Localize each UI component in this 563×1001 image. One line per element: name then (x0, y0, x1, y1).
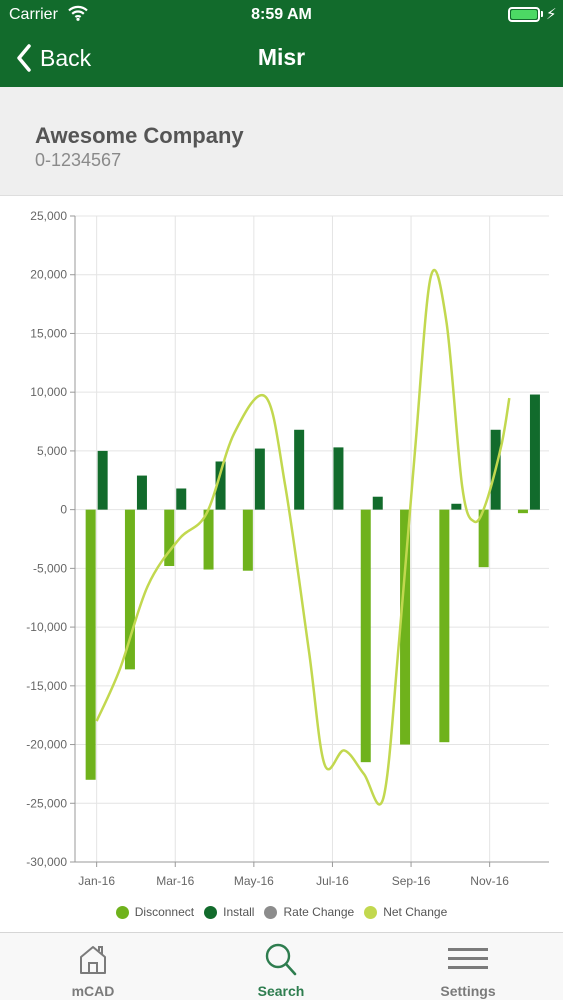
tab-search-label: Search (257, 983, 305, 999)
y-tick-label: 15,000 (30, 326, 67, 340)
y-tick-label: -5,000 (33, 561, 67, 575)
menu-icon (448, 948, 488, 969)
y-tick-label: -10,000 (26, 620, 67, 634)
install-bar (215, 461, 226, 510)
x-tick-label: May-16 (234, 874, 274, 888)
legend-swatch (264, 905, 278, 919)
disconnect-bar (360, 509, 371, 763)
install-bar (529, 394, 540, 510)
tab-bar: mCAD Search Settings (0, 932, 563, 1000)
disconnect-bar (124, 509, 135, 670)
y-tick-label: -30,000 (26, 855, 67, 869)
disconnect-bar (242, 509, 253, 571)
x-tick-label: Jul-16 (316, 874, 349, 888)
legend-swatch (364, 905, 378, 919)
legend-label: Rate Change (283, 905, 355, 919)
disconnect-bar (164, 509, 175, 567)
disconnect-bar (517, 509, 528, 514)
tab-settings-label: Settings (440, 983, 496, 999)
legend-label: Disconnect (134, 905, 195, 919)
legend-item: Disconnect (115, 905, 195, 919)
chart-svg: 25,000 20,000 15,000 10,000 5,000 0 -5,000 -10,… (26, 209, 549, 888)
y-tick-label: 20,000 (30, 268, 67, 282)
y-tick-label: 10,000 (30, 385, 67, 399)
install-bar (136, 475, 147, 510)
x-tick-label: Nov-16 (470, 874, 509, 888)
y-tick-label: 5,000 (37, 444, 67, 458)
back-button[interactable]: Back (16, 42, 91, 74)
install-bar (97, 450, 108, 510)
x-tick-label: Sep-16 (392, 874, 431, 888)
navigation-bar: Back Misr (0, 30, 563, 87)
disconnect-bar (400, 509, 411, 745)
x-tick-label: Jan-16 (78, 874, 115, 888)
disconnect-bar (439, 509, 450, 743)
status-time: 8:59 AM (251, 6, 312, 23)
charging-icon: ⚡ (546, 6, 557, 23)
page-title: Misr (257, 44, 306, 70)
install-bar (333, 447, 344, 510)
y-tick-label: -25,000 (26, 796, 67, 810)
tab-settings[interactable]: Settings (398, 933, 538, 1001)
chart-legend: Disconnect Install Rate Change Net Change (0, 902, 563, 922)
y-tick-label: 0 (60, 503, 67, 517)
legend-swatch (115, 905, 129, 919)
back-label: Back (40, 44, 92, 71)
install-bar (254, 448, 265, 510)
legend-item: Rate Change (264, 905, 354, 919)
x-tick-label: Mar-16 (156, 874, 194, 888)
disconnect-bar (85, 509, 96, 780)
net-change-line (95, 268, 511, 806)
install-bar (372, 496, 383, 510)
install-bar (294, 429, 305, 510)
legend-swatch (204, 905, 218, 919)
legend-label: Net Change (383, 905, 448, 919)
tab-mcad[interactable]: mCAD (23, 933, 163, 1001)
chevron-left-icon (17, 44, 31, 72)
battery-icon (508, 7, 540, 22)
company-header: Awesome Company 0-1234567 (0, 87, 563, 196)
legend-item: Install (204, 905, 254, 919)
status-bar: Carrier 8:59 AM ⚡ (0, 0, 563, 30)
home-icon (80, 946, 106, 974)
legend-label: Install (223, 905, 255, 919)
search-icon (265, 943, 297, 976)
account-number: 0-1234567 (35, 150, 122, 170)
net-change-chart: 25,000 20,000 15,000 10,000 5,000 0 -5,000 -10,… (0, 196, 563, 926)
tab-mcad-label: mCAD (71, 983, 115, 999)
tab-search[interactable]: Search (211, 933, 351, 1001)
install-bar (176, 488, 187, 510)
company-name: Awesome Company (35, 123, 244, 148)
carrier-label: Carrier (9, 6, 58, 23)
y-tick-label: -20,000 (26, 738, 67, 752)
install-bar (451, 503, 462, 510)
y-tick-label: 25,000 (30, 209, 67, 223)
battery-tip (541, 11, 543, 17)
wifi-icon (68, 5, 88, 26)
disconnect-bar (478, 509, 489, 568)
y-tick-label: -15,000 (26, 679, 67, 693)
disconnect-bar (203, 509, 214, 570)
legend-item: Net Change (364, 905, 447, 919)
